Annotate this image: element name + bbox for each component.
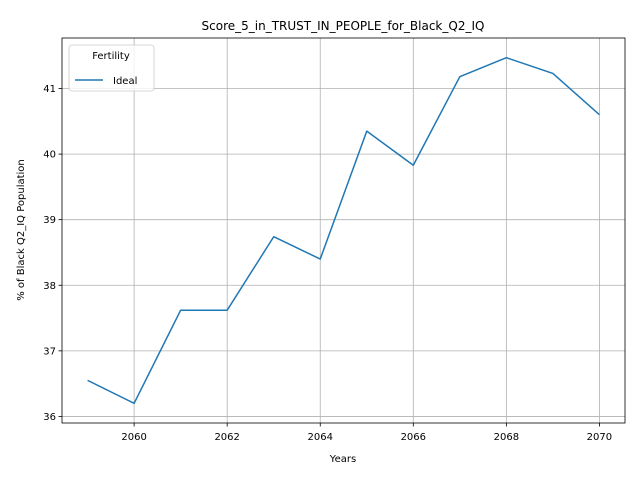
x-tick-label: 2060 bbox=[121, 432, 146, 443]
legend-entry-ideal: Ideal bbox=[113, 76, 137, 87]
series-line-ideal bbox=[87, 56, 600, 405]
y-tick-label: 36 bbox=[43, 412, 56, 423]
y-tick-label: 38 bbox=[43, 281, 56, 292]
y-axis-ticks: 36 37 38 39 40 41 bbox=[43, 84, 62, 423]
y-axis-label: % of Black Q2_IQ Population bbox=[16, 159, 27, 301]
x-tick-label: 2070 bbox=[587, 432, 612, 443]
y-tick-label: 40 bbox=[43, 150, 56, 161]
x-tick-label: 2062 bbox=[214, 432, 239, 443]
legend-title: Fertility bbox=[92, 51, 130, 62]
chart-title: Score_5_in_TRUST_IN_PEOPLE_for_Black_Q2_… bbox=[202, 19, 485, 33]
x-tick-label: 2068 bbox=[494, 432, 519, 443]
legend: Fertility Ideal bbox=[68, 44, 155, 92]
series-layer bbox=[87, 56, 600, 405]
grid bbox=[62, 38, 625, 423]
plot-area-frame bbox=[61, 37, 626, 424]
x-axis-ticks: 2060 2062 2064 2066 2068 2070 bbox=[121, 423, 612, 443]
y-tick-label: 39 bbox=[43, 215, 56, 226]
x-tick-label: 2064 bbox=[308, 432, 333, 443]
y-tick-label: 41 bbox=[43, 84, 56, 95]
y-tick-label: 37 bbox=[43, 346, 56, 357]
x-tick-label: 2066 bbox=[401, 432, 426, 443]
x-axis-label: Years bbox=[329, 454, 356, 465]
